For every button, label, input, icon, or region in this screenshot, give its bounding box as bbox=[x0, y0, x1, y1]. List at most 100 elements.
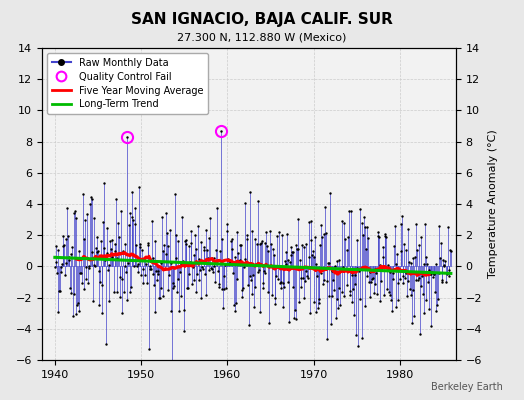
Point bbox=[288, 249, 296, 256]
Point bbox=[427, 271, 435, 278]
Point bbox=[140, 255, 148, 261]
Point bbox=[390, 243, 398, 250]
Point bbox=[138, 247, 146, 254]
Point bbox=[113, 255, 121, 261]
Point bbox=[446, 247, 454, 254]
Point bbox=[181, 237, 190, 243]
Point bbox=[190, 276, 199, 283]
Point bbox=[204, 255, 212, 262]
Point bbox=[433, 302, 441, 308]
Point bbox=[187, 240, 195, 246]
Point bbox=[84, 280, 92, 286]
Point bbox=[156, 260, 165, 266]
Point bbox=[257, 240, 265, 246]
Point bbox=[123, 134, 132, 140]
Point bbox=[446, 247, 455, 254]
Point bbox=[354, 342, 362, 349]
Point bbox=[313, 273, 321, 280]
Point bbox=[69, 312, 77, 319]
Point bbox=[151, 308, 160, 315]
Point bbox=[370, 290, 378, 297]
Point bbox=[322, 336, 331, 342]
Point bbox=[319, 281, 327, 288]
Point bbox=[242, 259, 250, 266]
Point bbox=[141, 253, 149, 260]
Point bbox=[206, 264, 215, 271]
Point bbox=[299, 294, 308, 301]
Point bbox=[355, 268, 363, 274]
Point bbox=[118, 276, 127, 283]
Point bbox=[144, 240, 152, 246]
Point bbox=[177, 293, 185, 299]
Point bbox=[164, 243, 172, 249]
Point bbox=[278, 232, 286, 238]
Point bbox=[386, 269, 395, 276]
Point bbox=[134, 261, 143, 268]
Point bbox=[245, 189, 254, 195]
Point bbox=[307, 236, 315, 243]
Point bbox=[97, 310, 106, 316]
Point bbox=[205, 267, 214, 273]
Point bbox=[86, 201, 94, 208]
Point bbox=[222, 284, 230, 291]
Point bbox=[379, 244, 387, 250]
Point bbox=[403, 293, 411, 300]
Point bbox=[328, 293, 336, 300]
Point bbox=[310, 254, 319, 260]
Point bbox=[372, 269, 380, 276]
Point bbox=[381, 231, 390, 238]
Point bbox=[144, 241, 152, 248]
Point bbox=[159, 293, 168, 299]
Point bbox=[330, 267, 338, 274]
Point bbox=[331, 263, 340, 270]
Point bbox=[143, 280, 151, 286]
Point bbox=[445, 267, 454, 274]
Point bbox=[116, 294, 124, 301]
Point bbox=[229, 270, 237, 276]
Point bbox=[160, 242, 168, 248]
Point bbox=[51, 264, 59, 270]
Point bbox=[420, 310, 429, 316]
Point bbox=[375, 234, 383, 241]
Point bbox=[183, 285, 191, 292]
Point bbox=[266, 262, 274, 269]
Point bbox=[297, 275, 305, 282]
Point bbox=[428, 269, 436, 275]
Point bbox=[438, 277, 446, 284]
Point bbox=[309, 248, 317, 254]
Point bbox=[137, 272, 145, 278]
Point bbox=[363, 224, 372, 230]
Point bbox=[186, 259, 194, 266]
Point bbox=[55, 288, 63, 295]
Point bbox=[292, 242, 301, 248]
Point bbox=[203, 247, 211, 254]
Point bbox=[98, 282, 106, 288]
Point bbox=[369, 275, 377, 281]
Point bbox=[81, 217, 89, 224]
Point bbox=[350, 312, 358, 318]
Point bbox=[76, 270, 84, 276]
Point bbox=[94, 248, 102, 254]
Point bbox=[388, 307, 396, 314]
Point bbox=[340, 220, 348, 226]
Point bbox=[297, 284, 305, 290]
Point bbox=[293, 245, 301, 252]
Point bbox=[241, 200, 249, 206]
Point bbox=[63, 204, 71, 211]
Point bbox=[299, 275, 307, 281]
Point bbox=[197, 239, 205, 246]
Point bbox=[132, 242, 140, 248]
Point bbox=[404, 278, 412, 284]
Point bbox=[226, 258, 234, 265]
Point bbox=[222, 221, 231, 228]
Point bbox=[339, 264, 347, 270]
Point bbox=[113, 289, 122, 296]
Point bbox=[161, 265, 169, 272]
Point bbox=[236, 242, 245, 248]
Point bbox=[434, 296, 442, 303]
Point bbox=[127, 214, 136, 220]
Point bbox=[194, 223, 202, 230]
Point bbox=[79, 191, 87, 198]
Point bbox=[303, 274, 312, 281]
Point bbox=[277, 284, 286, 291]
